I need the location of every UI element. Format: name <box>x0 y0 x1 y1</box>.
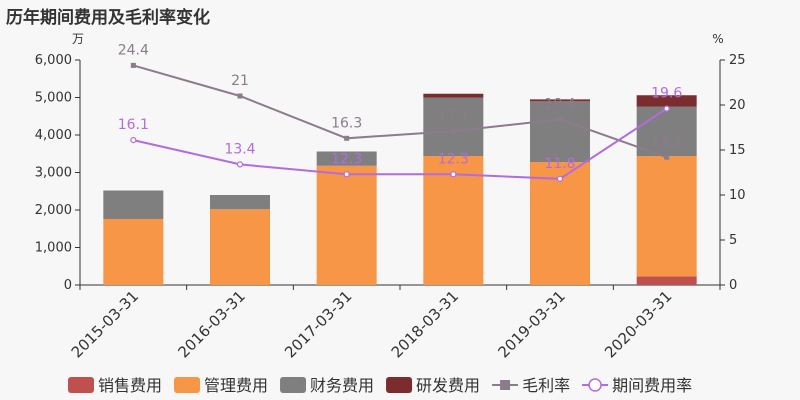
bar-segment <box>530 101 590 162</box>
y-right-tick-label: 0 <box>729 278 737 293</box>
y-right-tick-label: 20 <box>729 98 746 113</box>
bar-segment <box>423 156 484 285</box>
legend-label: 销售费用 <box>98 376 162 395</box>
legend-label: 期间费用率 <box>612 376 692 395</box>
x-tick-label: 2016-03-31 <box>174 287 248 361</box>
legend-label: 毛利率 <box>522 376 570 395</box>
y-left-tick-label: 5,000 <box>35 91 72 106</box>
y-left-tick-label: 2,000 <box>35 203 72 218</box>
data-label: 13.4 <box>224 141 255 157</box>
line-series-path <box>133 64 668 159</box>
bar-segment <box>636 95 697 107</box>
data-label: 19.6 <box>651 86 682 102</box>
data-label: 11.8 <box>544 156 575 172</box>
x-tick-label: 2015-03-31 <box>68 287 142 361</box>
y-left-tick-label: 0 <box>64 278 72 293</box>
line-point <box>237 93 243 99</box>
legend-label: 管理费用 <box>204 376 268 395</box>
y-left-tick-label: 3,000 <box>35 166 72 181</box>
data-label: 24.4 <box>118 42 149 58</box>
bar-segment <box>636 106 697 156</box>
legend-label: 研发费用 <box>416 376 480 395</box>
legend-marker <box>500 380 511 390</box>
bar-segment <box>210 209 270 285</box>
data-label: 12.3 <box>438 151 469 167</box>
line-point <box>450 128 456 134</box>
data-label: 21 <box>231 73 249 89</box>
data-label: 16.1 <box>118 117 149 133</box>
y-right-unit: % <box>712 32 723 46</box>
line-point <box>664 154 670 160</box>
data-label: 14.2 <box>651 134 682 150</box>
data-label: 16.3 <box>331 115 362 131</box>
y-left-tick-label: 1,000 <box>35 241 72 256</box>
bar-segment <box>103 190 164 219</box>
data-label: 18.4 <box>544 96 575 112</box>
line-point <box>236 161 244 168</box>
line-point <box>344 135 350 141</box>
line-series-path <box>133 107 668 180</box>
bar-segment <box>530 99 590 102</box>
x-tick-label: 2017-03-31 <box>281 287 355 361</box>
x-tick-label: 2019-03-31 <box>494 287 568 361</box>
line-point <box>556 175 564 182</box>
y-left-unit: 万 <box>72 32 84 46</box>
legend-swatch <box>280 377 307 393</box>
line-point <box>663 105 670 112</box>
bar-segment <box>103 219 164 285</box>
y-right-tick-label: 25 <box>729 53 746 68</box>
bar-segment <box>423 93 484 98</box>
legend-swatch <box>386 377 413 393</box>
line-point <box>130 62 136 68</box>
bar-segment <box>316 165 377 285</box>
line-point <box>450 171 457 178</box>
chart-title: 历年期间费用及毛利率变化 <box>6 8 210 28</box>
x-tick-label: 2020-03-31 <box>601 287 675 361</box>
bar-segment <box>423 97 484 156</box>
legend-swatch <box>68 377 94 393</box>
y-left-tick-label: 6,000 <box>35 53 72 68</box>
bar-segment <box>210 195 270 210</box>
y-right-tick-label: 15 <box>729 143 746 158</box>
bar-segment <box>636 276 697 285</box>
line-point <box>130 137 137 144</box>
bar-segment <box>316 151 377 166</box>
legend-swatch <box>174 377 201 393</box>
line-point <box>557 116 563 122</box>
line-point <box>343 171 350 178</box>
y-left-tick-label: 4,000 <box>35 128 72 143</box>
x-tick-label: 2018-03-31 <box>388 287 462 361</box>
data-label: 12.3 <box>331 151 362 167</box>
bar-segment <box>530 162 590 285</box>
y-right-tick-label: 5 <box>729 233 737 248</box>
data-label: 17.1 <box>438 108 469 124</box>
y-right-tick-label: 10 <box>729 188 746 203</box>
legend-label: 财务费用 <box>310 376 374 395</box>
legend-marker <box>588 378 602 392</box>
bar-segment <box>636 156 697 277</box>
